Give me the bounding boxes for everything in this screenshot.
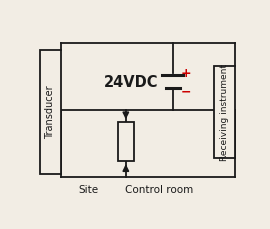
Bar bbox=[118, 123, 134, 161]
Bar bbox=[214, 66, 235, 158]
Text: Site: Site bbox=[78, 184, 98, 194]
Bar bbox=[40, 50, 61, 174]
Text: Control room: Control room bbox=[125, 184, 193, 194]
Text: +: + bbox=[181, 66, 191, 79]
Text: 24VDC: 24VDC bbox=[104, 75, 158, 90]
Text: Transducer: Transducer bbox=[45, 85, 56, 139]
Text: −: − bbox=[181, 85, 191, 98]
Text: Receiving instrument: Receiving instrument bbox=[220, 64, 229, 160]
